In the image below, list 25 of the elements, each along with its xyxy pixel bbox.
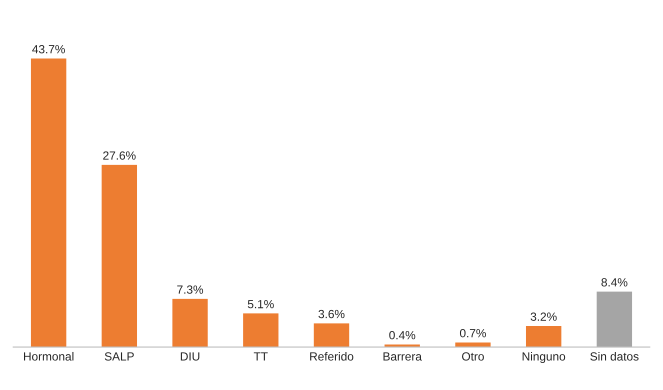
bar bbox=[243, 313, 278, 348]
x-tick-label: Hormonal bbox=[24, 352, 74, 361]
bar bbox=[526, 326, 562, 348]
data-label: 43.7% bbox=[32, 45, 65, 54]
x-tick-label: Ninguno bbox=[522, 352, 566, 363]
data-label: 8.4% bbox=[601, 278, 628, 287]
bar bbox=[102, 164, 138, 348]
data-label: 3.6% bbox=[318, 310, 345, 318]
x-tick-label: Sin datos bbox=[590, 352, 639, 361]
bar bbox=[314, 323, 350, 348]
x-tick-label: DIU bbox=[180, 352, 200, 361]
bar bbox=[30, 58, 66, 348]
data-label: 7.3% bbox=[177, 285, 204, 294]
x-tick-label: Barrera bbox=[384, 352, 422, 361]
bar bbox=[596, 292, 632, 348]
data-label: 0.7% bbox=[460, 329, 486, 338]
x-tick-label: TT bbox=[254, 352, 268, 361]
x-tick-label: Referido bbox=[310, 352, 354, 361]
data-label: 27.6% bbox=[103, 151, 136, 160]
x-tick-label: SALP bbox=[104, 352, 134, 361]
data-label: 5.1% bbox=[248, 300, 274, 308]
x-tick-label: Otro bbox=[462, 352, 484, 361]
bar bbox=[172, 298, 208, 348]
data-label: 3.2% bbox=[530, 312, 557, 321]
data-label: 0.4% bbox=[389, 330, 416, 340]
